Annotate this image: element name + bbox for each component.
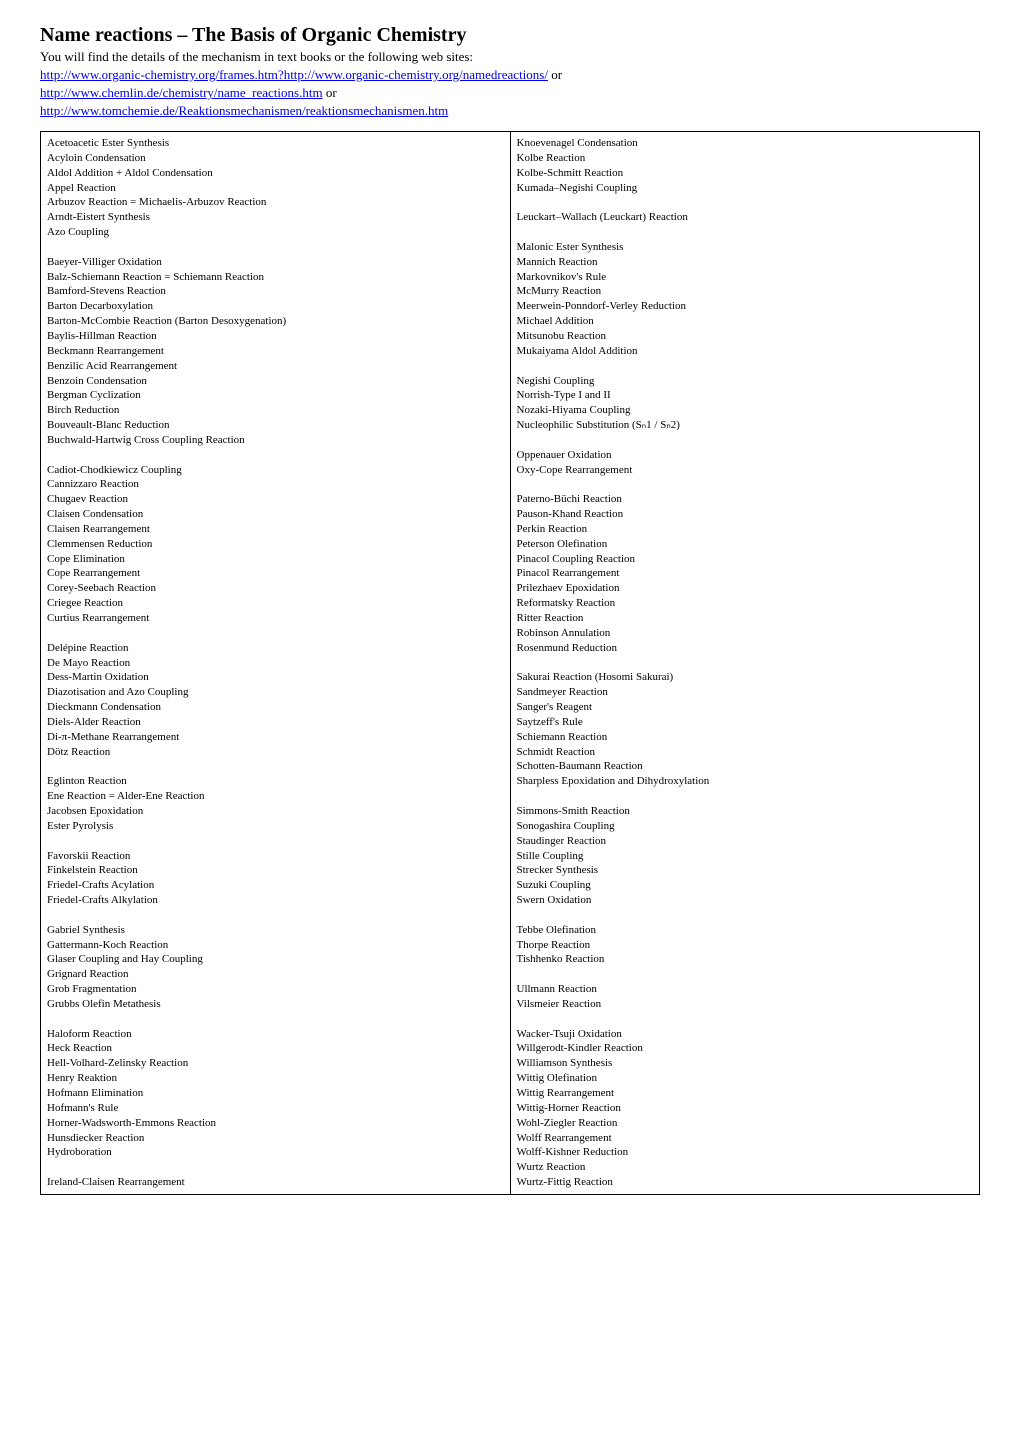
page-title: Name reactions – The Basis of Organic Ch…	[40, 24, 980, 47]
intro-link-1[interactable]: http://www.organic-chemistry.org/frames.…	[40, 67, 548, 82]
reactions-table: Acetoacetic Ester Synthesis Acyloin Cond…	[40, 131, 980, 1195]
intro-line-3-tail: or	[323, 85, 337, 100]
intro-line-4: http://www.tomchemie.de/Reaktionsmechani…	[40, 103, 980, 119]
intro-line-1: You will find the details of the mechani…	[40, 49, 980, 65]
intro-line-3: http://www.chemlin.de/chemistry/name_rea…	[40, 85, 980, 101]
intro-link-2[interactable]: http://www.chemlin.de/chemistry/name_rea…	[40, 85, 323, 100]
table-row: Acetoacetic Ester Synthesis Acyloin Cond…	[41, 132, 980, 1195]
intro-line-2: http://www.organic-chemistry.org/frames.…	[40, 67, 980, 83]
reactions-table-wrap: Acetoacetic Ester Synthesis Acyloin Cond…	[40, 131, 980, 1195]
intro-link-3[interactable]: http://www.tomchemie.de/Reaktionsmechani…	[40, 103, 448, 118]
reactions-left-cell: Acetoacetic Ester Synthesis Acyloin Cond…	[41, 132, 511, 1195]
intro-line-2-tail: or	[548, 67, 562, 82]
reactions-right-cell: Knoevenagel Condensation Kolbe Reaction …	[510, 132, 980, 1195]
